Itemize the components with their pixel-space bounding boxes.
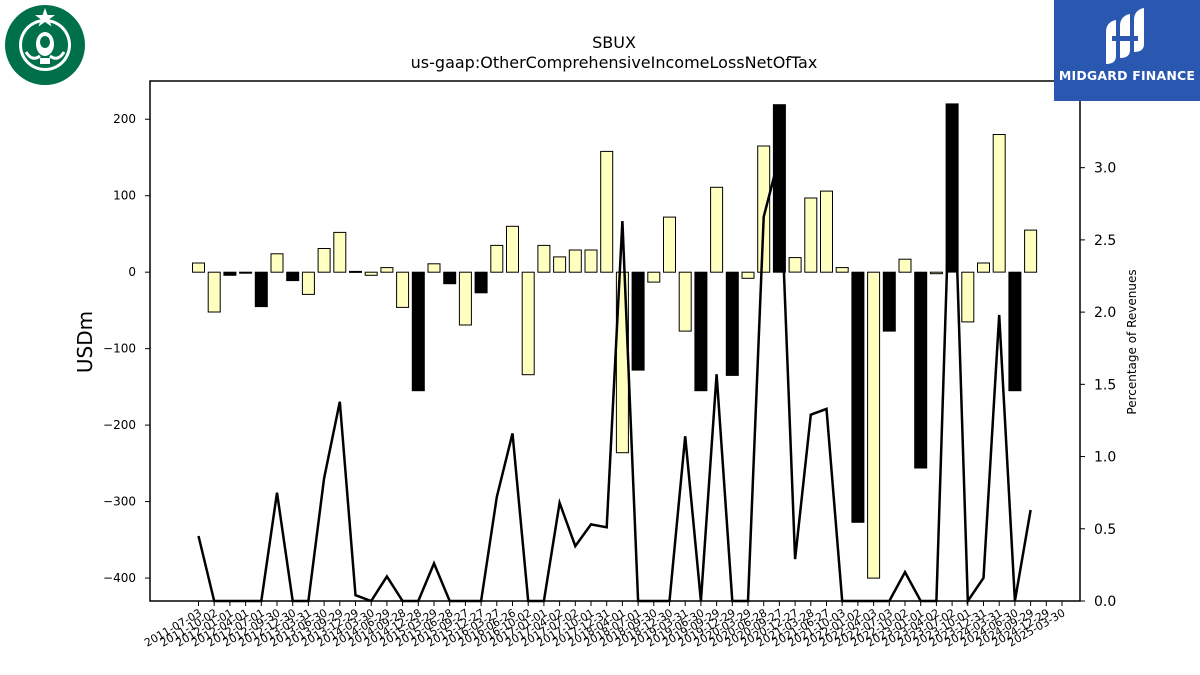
bar [882,271,896,332]
bar [223,271,237,276]
bar [820,190,833,273]
chart-subtitle: us-gaap:OtherComprehensiveIncomeLossNetO… [411,53,818,72]
bars-group [192,103,1038,579]
bar [741,271,755,279]
bar [898,258,912,273]
bar [961,271,975,323]
y-tick-label: −300 [103,495,136,509]
bar [380,267,394,273]
y-tick-label: 100 [113,189,136,203]
bar [757,145,771,273]
y-tick-label: −400 [103,571,136,585]
bar [1024,229,1038,273]
bar [239,271,253,274]
bar [929,271,943,275]
bar [411,271,425,392]
bar [788,257,802,273]
percentage-line [197,108,1032,605]
bar [631,271,645,371]
bar [301,271,315,295]
bar [396,271,410,308]
bar [694,271,708,392]
bar [537,244,551,273]
bar [1008,271,1022,392]
bar [851,271,865,523]
bar [710,186,724,273]
midgard-finance-logo-icon [1100,8,1156,68]
y2-tick-label: 3.0 [1094,161,1116,177]
bar [443,271,457,285]
bar [364,271,378,276]
bar [568,249,582,273]
bar [286,271,300,282]
bar [992,134,1006,273]
y2-tick-label: 2.0 [1094,305,1116,321]
bar [835,267,849,273]
bar [474,271,488,294]
chart-title: SBUX [592,33,636,52]
bar [207,271,221,313]
y2-tick-label: 0.5 [1094,522,1116,538]
midgard-finance-brand: MIDGARD FINANCE [1054,0,1200,101]
bar [458,271,472,326]
bar [317,248,331,273]
axes-group: 200 100 0 −100 −200 −300 −400 0.0 0.5 1.0 1.5 2.0 2.… [103,80,1116,650]
y-tick-label: −200 [103,418,136,432]
y2-axis-label: Percentage of Revenues [1125,269,1139,414]
y-axis-label: USDm [73,311,97,373]
brand-name: MIDGARD FINANCE [1058,68,1196,83]
plot-frame [149,80,1081,602]
bar [192,262,205,273]
y-tick-label: 0 [128,265,136,279]
bar [725,271,739,376]
bar [333,231,347,273]
bar [584,249,598,273]
bar [553,256,567,273]
bar [647,271,661,283]
line-group [197,108,1032,605]
bar [867,271,881,579]
bar [663,216,676,273]
bar [804,197,818,273]
y-tick-label: −100 [103,342,136,356]
bar [600,150,614,273]
starbucks-logo-icon [4,4,86,86]
bar [521,271,535,376]
bar [427,263,441,273]
bar [254,271,268,308]
bar [349,270,362,273]
y-tick-label: 200 [113,112,136,126]
bar [977,262,990,273]
bar [678,271,692,332]
y2-tick-label: 0.0 [1094,594,1116,610]
bar [490,244,504,273]
bar [914,271,928,469]
y2-tick-label: 1.5 [1094,377,1116,393]
y2-tick-label: 1.0 [1094,450,1116,466]
y2-tick-label: 2.5 [1094,233,1116,249]
bar [270,253,284,273]
bar [506,225,519,273]
